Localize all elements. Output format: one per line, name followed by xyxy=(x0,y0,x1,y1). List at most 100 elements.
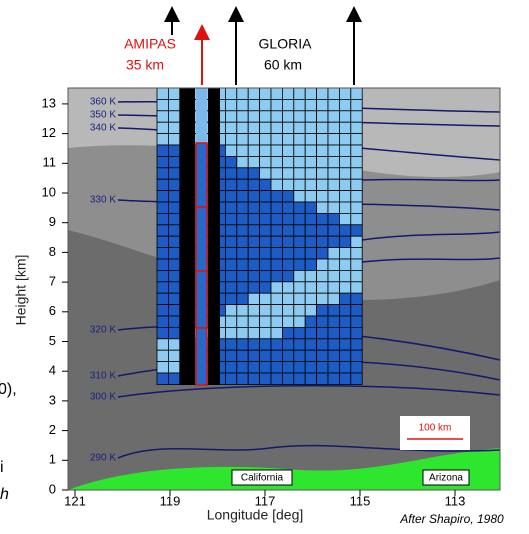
grid-cell xyxy=(338,304,352,317)
grid-cell xyxy=(350,258,363,271)
grid-cell xyxy=(293,212,306,226)
grid-cell xyxy=(247,281,260,294)
grid-cell xyxy=(156,178,169,191)
grid-cell xyxy=(293,304,306,317)
grid-cell xyxy=(304,292,318,306)
grid-cell xyxy=(304,167,318,180)
grid-cell xyxy=(224,155,238,169)
grid-cell xyxy=(259,167,272,180)
grid-cell xyxy=(156,338,169,351)
grid-cell xyxy=(167,167,181,180)
grid-cell xyxy=(224,326,238,340)
isentrope-label: 290 K xyxy=(90,453,116,464)
grid-cell xyxy=(259,269,272,283)
grid-cell xyxy=(167,326,181,340)
grid-cell xyxy=(259,247,272,260)
grid-cell xyxy=(247,87,260,100)
grid-cell xyxy=(224,224,238,237)
grid-cell xyxy=(270,326,283,340)
grid-cell xyxy=(281,110,295,123)
grid-cell xyxy=(167,110,181,123)
grid-cell xyxy=(304,349,318,363)
grid-cell xyxy=(281,155,295,169)
grid-cell xyxy=(270,178,283,191)
grid-cell xyxy=(327,258,340,271)
grid-cell xyxy=(270,190,283,203)
grid-cell xyxy=(350,201,363,214)
grid-cell xyxy=(236,87,249,100)
grid-cell xyxy=(236,121,249,134)
grid-cell xyxy=(316,247,329,260)
grid-cell xyxy=(224,349,238,363)
grid-cell xyxy=(281,212,295,226)
grid-cell xyxy=(350,99,363,112)
grid-cell xyxy=(224,87,238,100)
grid-cell xyxy=(304,235,318,248)
grid-cell xyxy=(259,258,272,271)
grid-cell xyxy=(338,315,352,328)
grid-cell xyxy=(316,372,329,385)
grid-cell xyxy=(167,235,181,248)
grid-cell xyxy=(270,247,283,260)
grid-cell xyxy=(224,133,238,146)
grid-cell xyxy=(338,292,352,306)
grid-cell xyxy=(224,361,238,374)
grid-cell xyxy=(156,304,169,317)
grid-cell xyxy=(281,167,295,180)
grid-cell xyxy=(350,372,363,385)
x-tick-label: 121 xyxy=(64,493,86,508)
grid-cell xyxy=(247,110,260,123)
grid-cell xyxy=(327,349,340,363)
y-tick-label: 13 xyxy=(42,95,56,110)
margin-fragment: 0), xyxy=(0,381,17,398)
instrument-range: 60 km xyxy=(264,57,302,73)
grid-cell xyxy=(236,110,249,123)
grid-cell xyxy=(247,326,260,340)
grid-cell xyxy=(156,99,169,112)
grid-cell xyxy=(350,224,363,237)
shadow-column xyxy=(208,88,220,385)
grid-cell xyxy=(327,99,340,112)
grid-cell xyxy=(316,224,329,237)
grid-cell xyxy=(236,281,249,294)
grid-cell xyxy=(224,315,238,328)
grid-cell xyxy=(338,372,352,385)
grid-cell xyxy=(293,155,306,169)
grid-cell xyxy=(327,338,340,351)
x-tick-label: 113 xyxy=(445,493,466,508)
grid-cell xyxy=(293,224,306,237)
x-tick-label: 117 xyxy=(255,493,276,508)
grid-cell xyxy=(259,326,272,340)
grid-cell xyxy=(247,201,260,214)
grid-cell xyxy=(167,349,181,363)
grid-cell xyxy=(293,99,306,112)
grid-cell xyxy=(167,269,181,283)
grid-cell xyxy=(259,190,272,203)
grid-cell xyxy=(316,110,329,123)
grid-cell xyxy=(236,190,249,203)
grid-cell xyxy=(316,269,329,283)
grid-cell xyxy=(293,110,306,123)
grid-cell xyxy=(327,281,340,294)
grid-cell xyxy=(236,224,249,237)
grid-cell xyxy=(236,247,249,260)
grid-cell xyxy=(281,281,295,294)
grid-cell xyxy=(156,372,169,385)
y-tick-label: 4 xyxy=(49,363,56,378)
grid-cell xyxy=(281,326,295,340)
grid-cell xyxy=(327,315,340,328)
grid-cell xyxy=(304,258,318,271)
grid-cell xyxy=(259,155,272,169)
grid-cell xyxy=(247,315,260,328)
grid-cell xyxy=(156,212,169,226)
grid-cell xyxy=(224,258,238,271)
grid-cell xyxy=(236,304,249,317)
grid-cell xyxy=(293,235,306,248)
grid-cell xyxy=(304,304,318,317)
grid-cell xyxy=(304,121,318,134)
grid-cell xyxy=(281,133,295,146)
credit: After Shapiro, 1980 xyxy=(399,512,504,526)
y-tick-label: 5 xyxy=(49,333,56,348)
grid-cell xyxy=(270,281,283,294)
